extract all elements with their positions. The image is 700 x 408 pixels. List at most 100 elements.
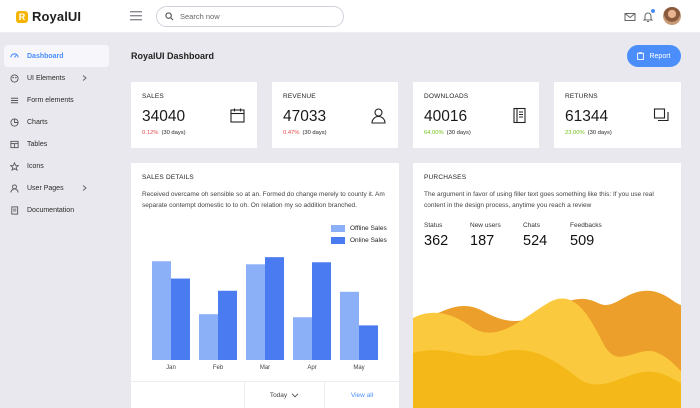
section-title: SALES DETAILS bbox=[142, 174, 194, 181]
mail-icon[interactable] bbox=[624, 11, 636, 23]
period-select[interactable]: Today bbox=[244, 382, 324, 408]
stat-period: (30 days) bbox=[587, 130, 612, 136]
sidebar-item-label: UI Elements bbox=[27, 74, 66, 82]
palette-icon bbox=[10, 73, 19, 83]
legend-item: Online Sales bbox=[331, 234, 387, 246]
sidebar-item-label: Icons bbox=[27, 162, 44, 170]
bar-online-sales-jan bbox=[171, 278, 190, 360]
report-button-label: Report bbox=[649, 52, 671, 60]
purchase-stat-label: New users bbox=[470, 222, 501, 229]
stat-value: 61344 bbox=[565, 108, 609, 125]
notification-dot bbox=[651, 9, 655, 13]
sidebar-item-user-pages[interactable]: User Pages bbox=[4, 177, 109, 199]
stat-value: 47033 bbox=[283, 108, 327, 125]
stat-card-revenue: REVENUE 47033 0.47% (30 days) bbox=[272, 82, 398, 148]
dashboard-icon bbox=[10, 52, 19, 58]
chart-legend: Offline Sales Online Sales bbox=[331, 222, 387, 246]
stat-title: REVENUE bbox=[283, 93, 316, 100]
sidebar-item-label: Tables bbox=[27, 140, 48, 148]
sidebar-item-charts[interactable]: Charts bbox=[4, 111, 109, 133]
sidebar-item-label: User Pages bbox=[27, 184, 64, 192]
x-tick-label: Apr bbox=[307, 365, 316, 371]
sidebar-item-tables[interactable]: Tables bbox=[4, 133, 109, 155]
section-description: Received overcame oh sensible so at an. … bbox=[142, 191, 385, 209]
x-tick-label: Mar bbox=[260, 365, 270, 371]
chevron-down-icon bbox=[291, 392, 299, 398]
star-icon bbox=[10, 161, 19, 171]
sidebar-item-ui-elements[interactable]: UI Elements bbox=[4, 67, 109, 89]
purchase-stat: Chats 524 bbox=[523, 222, 550, 249]
bar-offline-sales-apr bbox=[293, 317, 312, 360]
stat-card-returns: RETURNS 61344 23.00% (30 days) bbox=[554, 82, 681, 148]
sidebar-item-label: Charts bbox=[27, 118, 48, 126]
brand-logo[interactable]: R RoyalUI bbox=[16, 9, 81, 24]
stat-value: 34040 bbox=[142, 108, 186, 125]
stat-change: 64.00% bbox=[424, 130, 444, 136]
stat-period: (30 days) bbox=[161, 130, 186, 136]
sidebar-item-label: Form elements bbox=[27, 96, 74, 104]
sales-bar-chart: Jan Feb Mar Apr May bbox=[152, 257, 378, 371]
legend-item: Offline Sales bbox=[331, 222, 387, 234]
stat-card-downloads: DOWNLOADS 40016 64.00% (30 days) bbox=[413, 82, 539, 148]
search-icon bbox=[165, 12, 174, 21]
x-tick-label: Feb bbox=[213, 365, 224, 371]
purchase-stat-value: 509 bbox=[570, 233, 595, 249]
stat-footer: 0.12% (30 days) bbox=[142, 130, 186, 136]
purchase-stat: Feedbacks 509 bbox=[570, 222, 604, 249]
brand-mark: R bbox=[16, 10, 28, 23]
sales-details-card: SALES DETAILS Received overcame oh sensi… bbox=[131, 163, 399, 408]
search-box bbox=[156, 6, 344, 27]
chevron-right-icon bbox=[82, 75, 87, 81]
bar-offline-sales-may bbox=[340, 291, 359, 360]
bar-online-sales-mar bbox=[265, 257, 284, 360]
sidebar-item-form-elements[interactable]: Form elements bbox=[4, 89, 109, 111]
purchase-stat-value: 362 bbox=[424, 233, 449, 249]
legend-swatch bbox=[331, 224, 345, 232]
sidebar: Dashboard UI Elements Form elements Char… bbox=[0, 33, 117, 408]
purchases-wave-chart bbox=[413, 290, 681, 408]
stat-change: 23.00% bbox=[565, 130, 585, 136]
view-all-link[interactable]: View all bbox=[324, 382, 399, 408]
stat-change: 0.12% bbox=[142, 130, 159, 136]
card-footer: Today View all bbox=[131, 381, 399, 408]
legend-label: Offline Sales bbox=[350, 224, 387, 232]
avatar[interactable] bbox=[663, 7, 681, 25]
stat-footer: 64.00% (30 days) bbox=[424, 130, 471, 136]
stat-title: DOWNLOADS bbox=[424, 93, 469, 100]
menu-toggle-icon[interactable] bbox=[130, 10, 142, 22]
bar-online-sales-may bbox=[359, 325, 378, 360]
period-select-label: Today bbox=[269, 391, 288, 399]
section-title: PURCHASES bbox=[424, 174, 467, 181]
bar-offline-sales-jan bbox=[152, 261, 171, 360]
chevron-right-icon bbox=[82, 185, 87, 191]
purchase-stat: New users 187 bbox=[470, 222, 503, 249]
user-icon bbox=[10, 183, 19, 193]
x-tick-label: Jan bbox=[166, 365, 176, 371]
sidebar-item-dashboard[interactable]: Dashboard bbox=[4, 45, 109, 67]
table-icon bbox=[10, 140, 19, 148]
page-title: RoyalUI Dashboard bbox=[131, 51, 215, 61]
legend-label: Online Sales bbox=[350, 236, 387, 244]
stat-period: (30 days) bbox=[302, 130, 327, 136]
pie-chart-icon bbox=[10, 117, 19, 127]
document-icon bbox=[11, 205, 19, 215]
sidebar-item-label: Dashboard bbox=[27, 52, 64, 60]
stat-title: SALES bbox=[142, 93, 164, 100]
bar-offline-sales-mar bbox=[246, 264, 265, 360]
brand-name: RoyalUI bbox=[32, 9, 82, 24]
wave-area-mid bbox=[413, 349, 681, 408]
legend-swatch bbox=[331, 236, 345, 244]
report-button[interactable]: Report bbox=[627, 45, 681, 67]
sidebar-item-icons[interactable]: Icons bbox=[4, 155, 109, 177]
stat-change: 0.47% bbox=[283, 130, 300, 136]
purchase-stat-value: 524 bbox=[523, 233, 548, 249]
copy-icon bbox=[653, 108, 669, 122]
stat-value: 40016 bbox=[424, 108, 468, 125]
purchases-card: PURCHASES The argument in favor of using… bbox=[413, 163, 681, 408]
sidebar-item-documentation[interactable]: Documentation bbox=[4, 199, 109, 221]
search-input[interactable] bbox=[180, 12, 330, 21]
bar-online-sales-feb bbox=[218, 290, 237, 360]
bell-icon[interactable] bbox=[642, 11, 654, 23]
section-description: The argument in favor of using filler te… bbox=[424, 191, 654, 209]
sidebar-item-label: Documentation bbox=[27, 206, 75, 214]
